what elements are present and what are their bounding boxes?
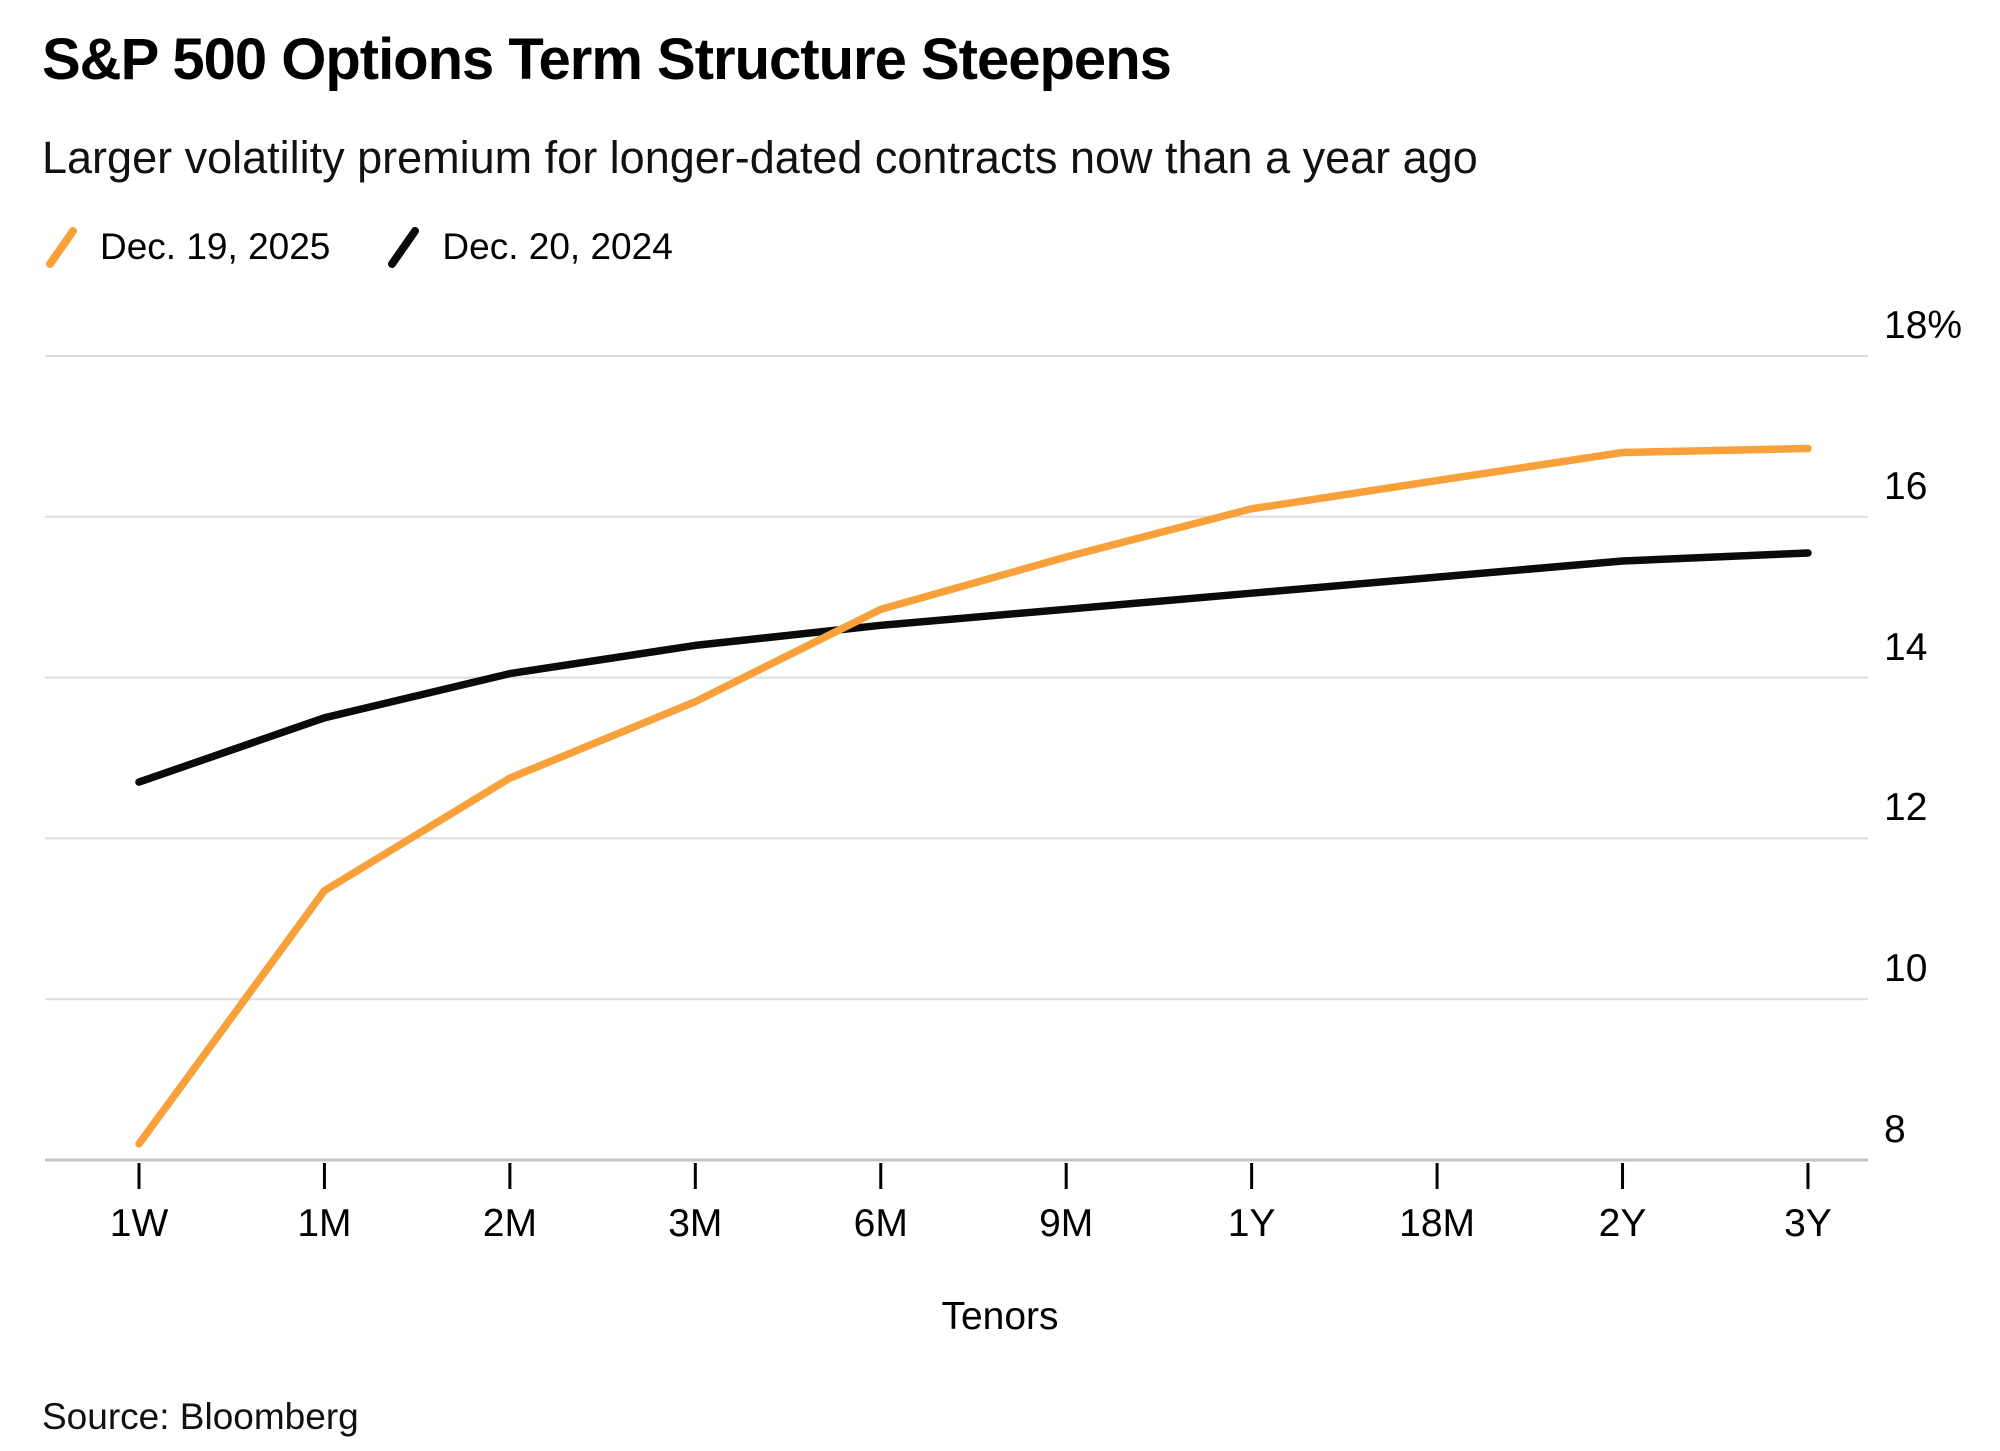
slash-icon xyxy=(46,227,77,268)
x-axis-label-2M: 2M xyxy=(482,1202,537,1245)
legend-label: Dec. 19, 2025 xyxy=(100,226,331,267)
legend: Dec. 19, 2025 Dec. 20, 2024 xyxy=(44,224,673,270)
x-axis-label-3Y: 3Y xyxy=(1784,1202,1832,1245)
x-axis-label-1Y: 1Y xyxy=(1227,1202,1276,1245)
chart-subtitle: Larger volatility premium for longer-dat… xyxy=(42,132,1478,183)
x-axis-label-1W: 1W xyxy=(109,1202,169,1245)
y-axis-label-16: 16 xyxy=(1884,464,1928,508)
legend-item-dec-20-2024: Dec. 20, 2024 xyxy=(386,224,673,270)
series-line-dec-20-2024 xyxy=(135,549,1812,786)
x-axis-label-3M: 3M xyxy=(668,1202,723,1245)
legend-item-dec-19-2025: Dec. 19, 2025 xyxy=(44,224,330,270)
slash-icon xyxy=(388,227,420,268)
y-axis-label-8: 8 xyxy=(1884,1108,1906,1151)
x-axis-label-18M: 18M xyxy=(1399,1202,1476,1245)
x-axis-label-2Y: 2Y xyxy=(1598,1202,1647,1245)
x-axis-title: Tenors xyxy=(941,1295,1059,1338)
x-axis-label-1M: 1M xyxy=(297,1202,352,1245)
y-axis-label-18: 18% xyxy=(1884,304,1963,347)
source-note: Source: Bloomberg xyxy=(42,1396,359,1437)
y-axis-label-12: 12 xyxy=(1884,786,1928,830)
series-line-dec-19-2025 xyxy=(135,444,1812,1148)
x-axis-label-6M: 6M xyxy=(853,1202,908,1245)
x-axis-label-9M: 9M xyxy=(1039,1202,1094,1245)
y-axis-label-10: 10 xyxy=(1884,947,1928,991)
legend-label: Dec. 20, 2024 xyxy=(442,226,673,267)
y-axis-label-14: 14 xyxy=(1884,625,1928,669)
chart-title: S&P 500 Options Term Structure Steepens xyxy=(42,27,1172,92)
